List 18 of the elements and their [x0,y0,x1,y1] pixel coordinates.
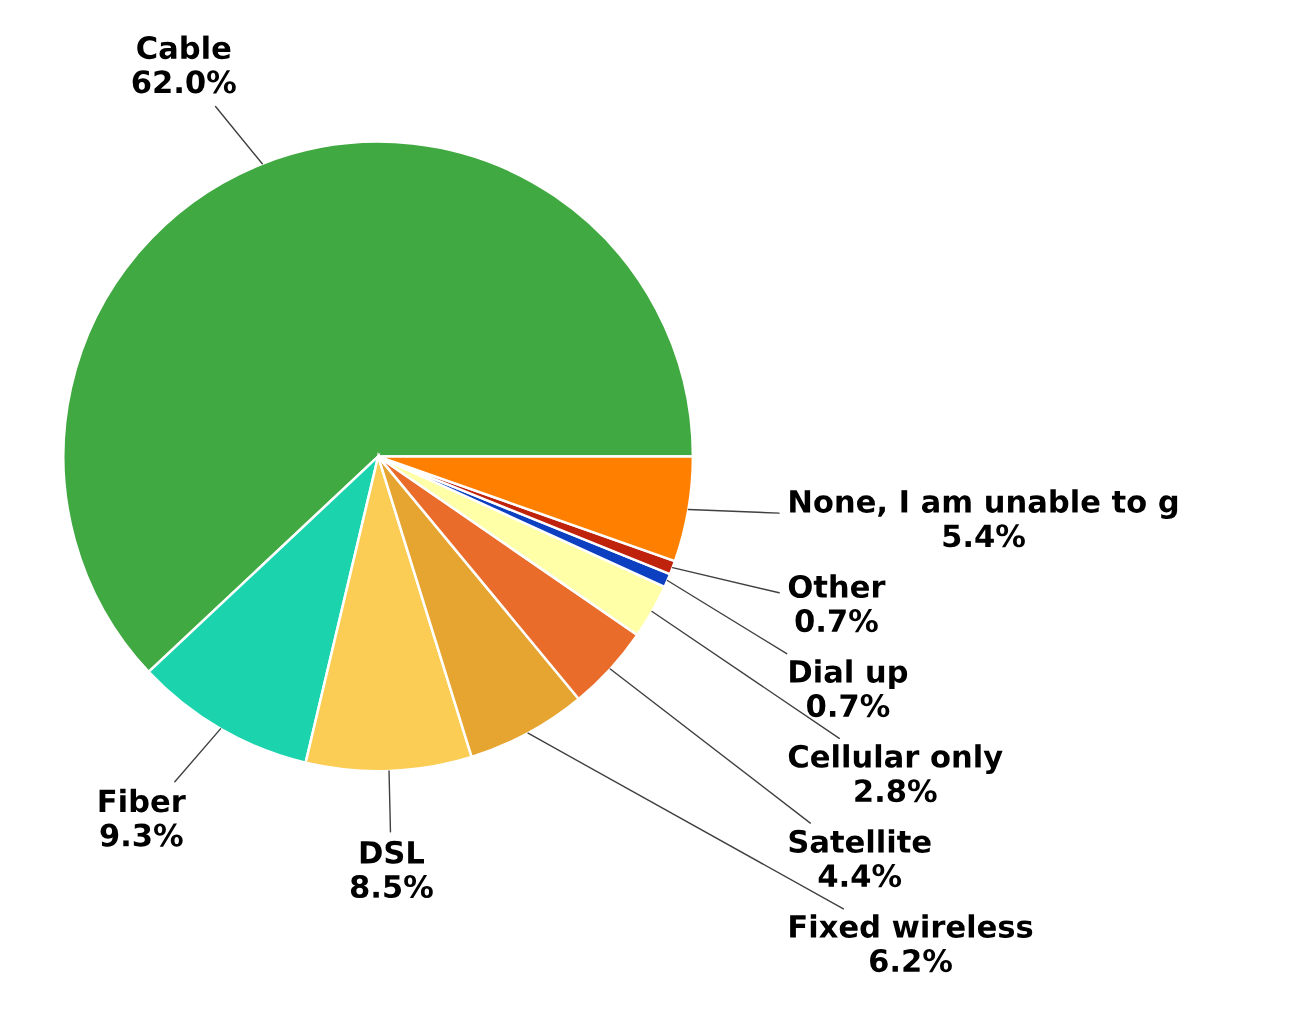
slice-label: Dial up [790,659,908,689]
data-label: 8.5% [350,874,433,899]
data-label: 9.3% [100,823,183,847]
slice-label: Satellite [789,829,931,853]
slice-label: None, I am unable to g [790,489,1178,520]
data-label: 6.2% [870,949,952,973]
slice-label: Cable [137,35,231,60]
data-label: 5.4% [943,524,1025,548]
data-label: 4.4% [818,864,902,888]
slice-label: Fixed wireless [790,914,1033,938]
data-label: 0.7% [807,694,890,718]
slice-label: Cellular only [788,744,1003,775]
slice-label: Other [788,574,886,598]
data-label: 2.8% [855,779,937,803]
data-label: 62.0% [132,70,236,94]
data-label: 0.7% [795,609,878,633]
slice-label: DSL [360,840,424,864]
slice-label: Fiber [99,788,186,813]
